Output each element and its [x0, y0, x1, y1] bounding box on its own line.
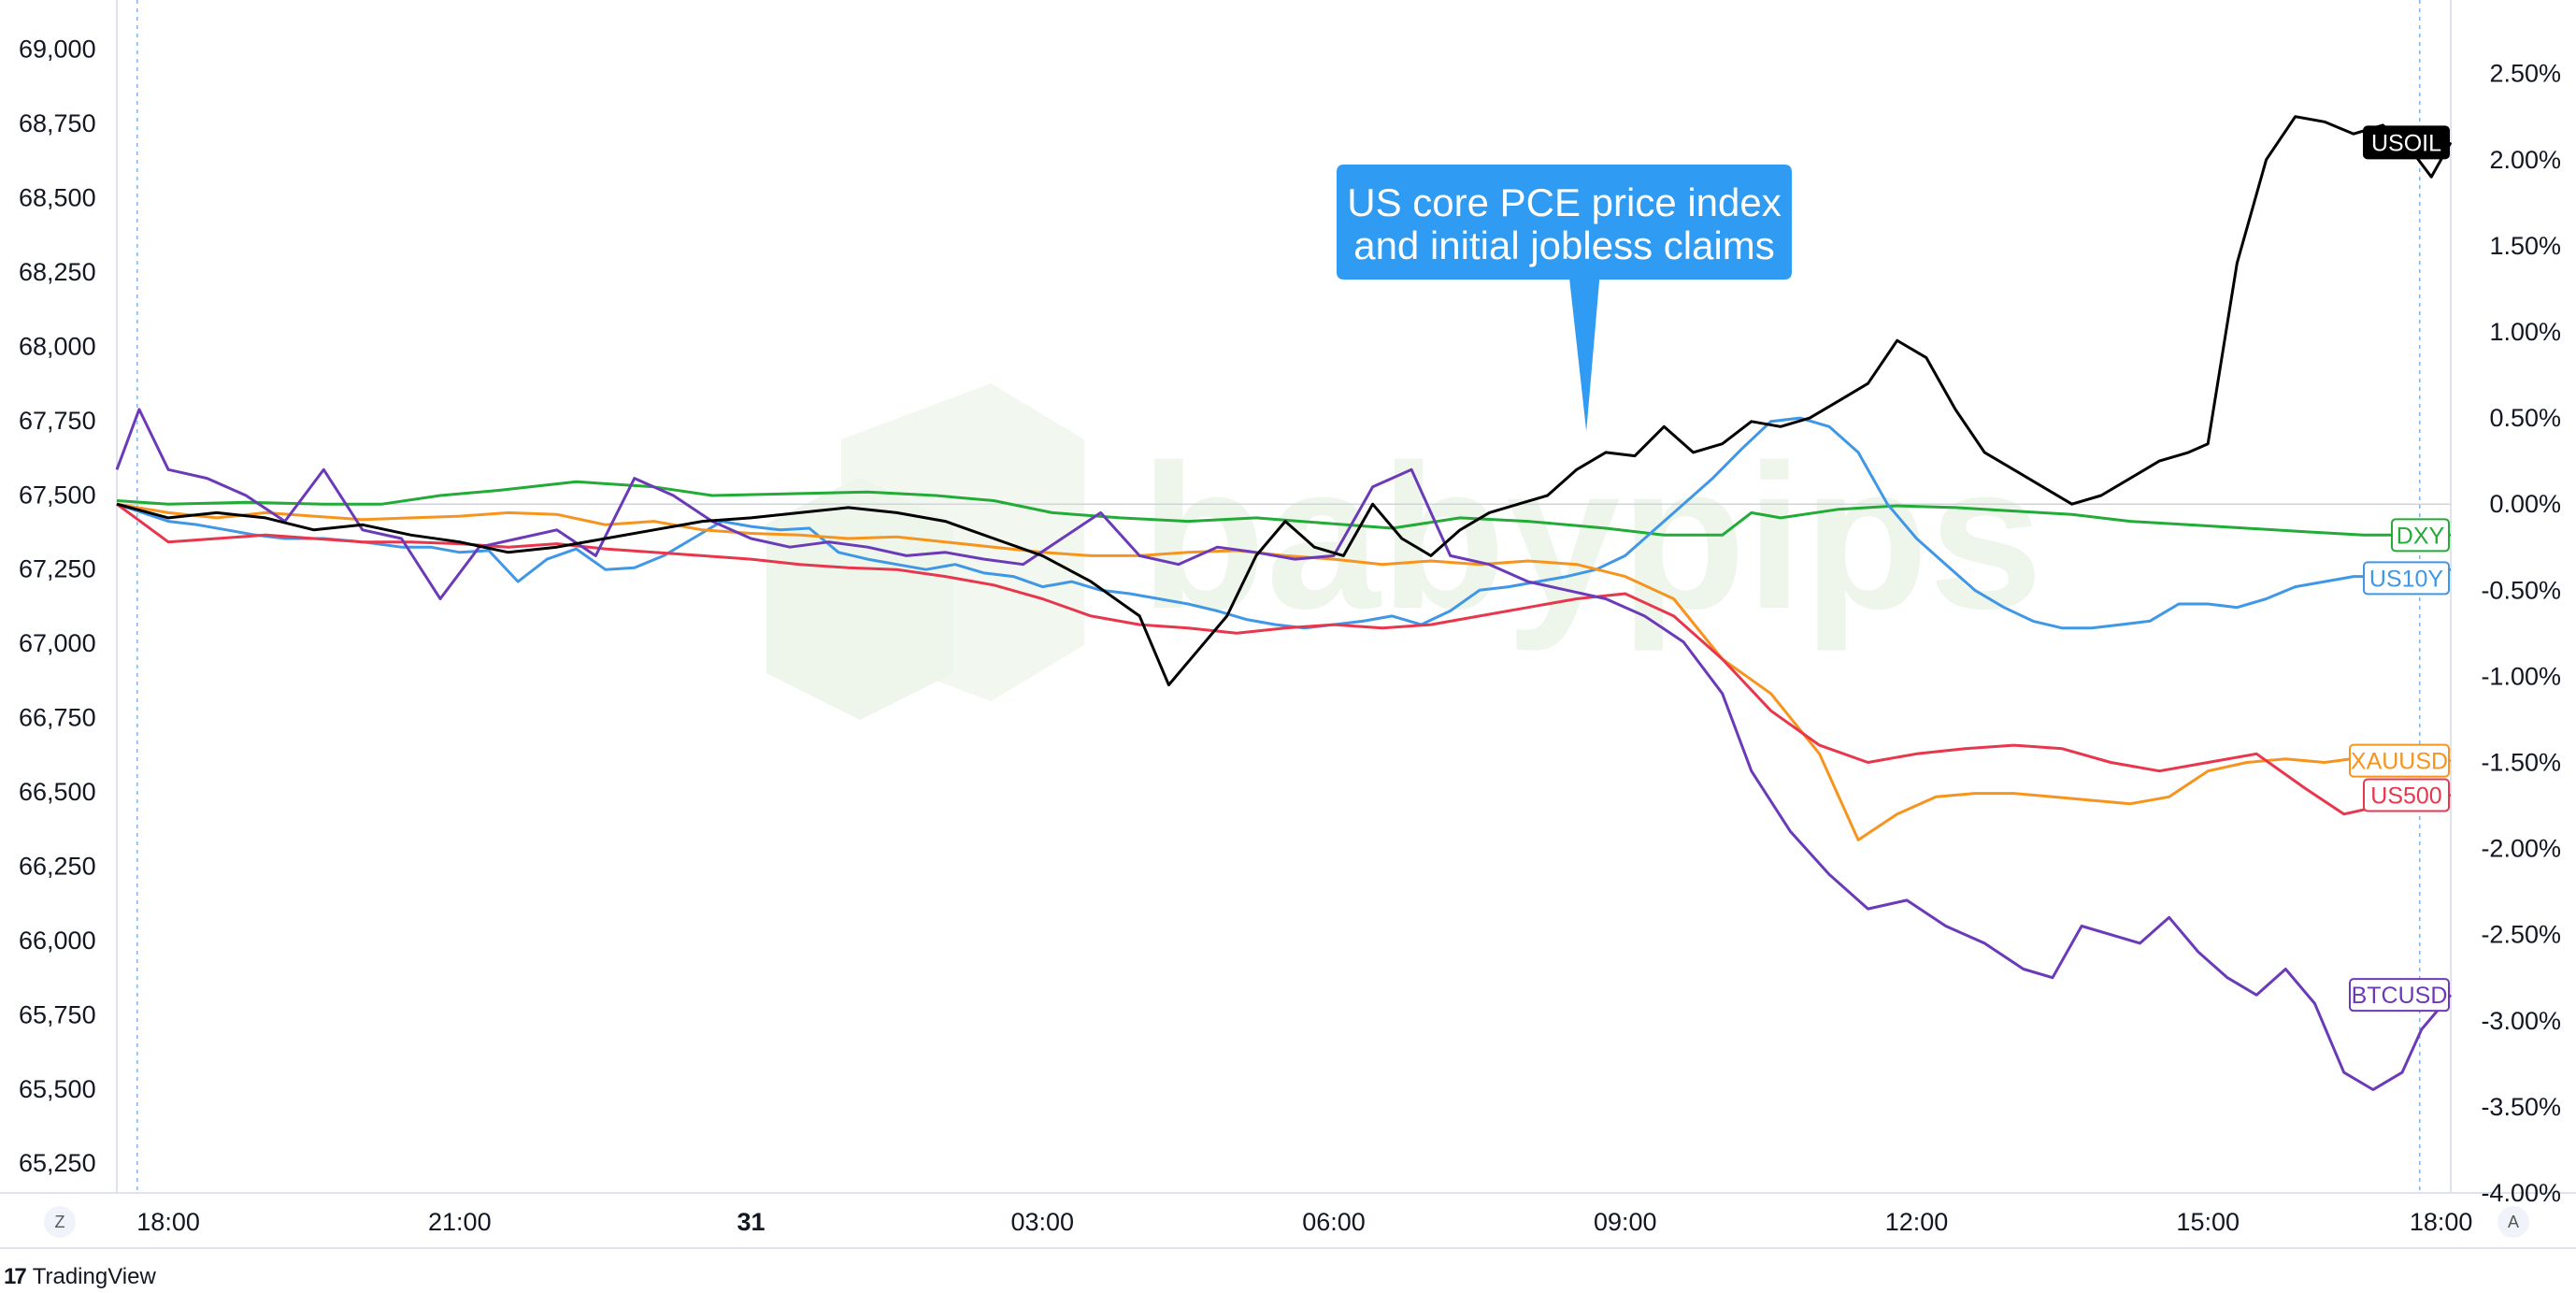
callout-line-2: and initial jobless claims — [1353, 223, 1775, 267]
right-tick-label: -1.00% — [2481, 662, 2561, 690]
series-tag-btcusd: BTCUSD — [2352, 983, 2448, 1009]
left-tick-label: 65,750 — [19, 1000, 96, 1028]
series-tag-us500: US500 — [2370, 783, 2441, 809]
right-tick-label: -3.50% — [2481, 1093, 2561, 1121]
left-tick-label: 66,000 — [19, 927, 96, 955]
series-tag-box — [2391, 518, 2450, 553]
time-zone-button[interactable]: Z — [44, 1206, 76, 1238]
series-tag-box — [2349, 743, 2450, 778]
left-tick-label: 67,000 — [19, 629, 96, 657]
left-tick-label: 68,750 — [19, 109, 96, 137]
left-axis: 69,000 68,750 68,500 68,250 68,000 67,750 67,5… — [19, 36, 96, 1178]
series-line-xauusd — [116, 502, 2452, 841]
series-lines — [115, 115, 2453, 1091]
callout-line-1: US core PCE price index — [1347, 180, 1782, 224]
right-axis: 2.50% 2.00% 1.50% 1.00% 0.50% 0.00% -0.50% -1.0… — [2481, 60, 2561, 1207]
watermark: babypips — [766, 383, 2043, 720]
series-tags: DXY US10Y XAUUSD US500 BTCUSD USOIL — [2349, 125, 2450, 1013]
right-tick-label: 1.00% — [2489, 318, 2561, 346]
left-tick-label: 68,250 — [19, 258, 96, 286]
series-tag-box — [2349, 978, 2450, 1013]
time-tick-label: 15:00 — [2176, 1208, 2240, 1236]
series-line-usoil — [116, 115, 2453, 687]
time-tick-label: 03:00 — [1010, 1208, 1074, 1236]
right-tick-label: 0.50% — [2489, 404, 2561, 432]
left-tick-label: 68,000 — [19, 332, 96, 360]
left-tick-label: 66,500 — [19, 778, 96, 806]
left-tick-label: 68,500 — [19, 184, 96, 212]
series-tag-usoil: USOIL — [2371, 130, 2441, 156]
time-tick-label: 21:00 — [428, 1208, 492, 1236]
right-tick-label: -2.50% — [2481, 921, 2561, 949]
right-tick-label: 1.50% — [2489, 232, 2561, 260]
series-tag-us10y: US10Y — [2369, 566, 2444, 592]
right-tick-label: 2.50% — [2489, 60, 2561, 88]
series-tag-box — [2363, 778, 2450, 812]
auto-scale-button[interactable]: A — [2497, 1206, 2529, 1238]
callout-bubble — [1337, 165, 1792, 432]
series-line-btcusd — [115, 408, 2453, 1091]
branding: 17 TradingView — [4, 1264, 156, 1290]
time-tick-label: 12:00 — [1885, 1208, 1949, 1236]
time-tick-label: 06:00 — [1302, 1208, 1366, 1236]
right-tick-label: -1.50% — [2481, 748, 2561, 776]
series-tag-box — [2363, 561, 2450, 596]
right-tick-label: 2.00% — [2489, 146, 2561, 174]
right-tick-label: -3.00% — [2481, 1007, 2561, 1035]
left-tick-label: 66,250 — [19, 852, 96, 880]
left-tick-label: 66,750 — [19, 704, 96, 732]
time-tick-label: 31 — [737, 1208, 766, 1236]
right-tick-label: -0.50% — [2481, 576, 2561, 604]
series-tag-dxy: DXY — [2397, 523, 2445, 549]
annotation-callout: US core PCE price index and initial jobl… — [1337, 165, 1792, 432]
time-tick-label: 18:00 — [2410, 1208, 2473, 1236]
watermark-text: babypips — [1140, 422, 2043, 652]
left-tick-label: 65,250 — [19, 1149, 96, 1177]
left-tick-label: 67,500 — [19, 481, 96, 509]
series-tag-xauusd: XAUUSD — [2351, 749, 2448, 775]
left-tick-label: 67,750 — [19, 407, 96, 435]
right-tick-label: -4.00% — [2481, 1179, 2561, 1207]
time-tick-label: 09:00 — [1594, 1208, 1657, 1236]
right-tick-label: -2.00% — [2481, 835, 2561, 863]
left-tick-label: 67,250 — [19, 555, 96, 583]
right-tick-label: 0.00% — [2489, 490, 2561, 518]
tradingview-logo-icon: 17 — [4, 1264, 27, 1289]
time-tick-label: 18:00 — [136, 1208, 200, 1236]
series-line-us500 — [116, 502, 2452, 816]
left-tick-label: 65,500 — [19, 1075, 96, 1103]
brand-name: TradingView — [32, 1264, 156, 1289]
series-tag-box — [2363, 125, 2450, 160]
left-tick-label: 69,000 — [19, 36, 96, 64]
time-axis: 18:00 21:00 31 03:00 06:00 09:00 12:00 15:00 18:… — [136, 1208, 2472, 1236]
